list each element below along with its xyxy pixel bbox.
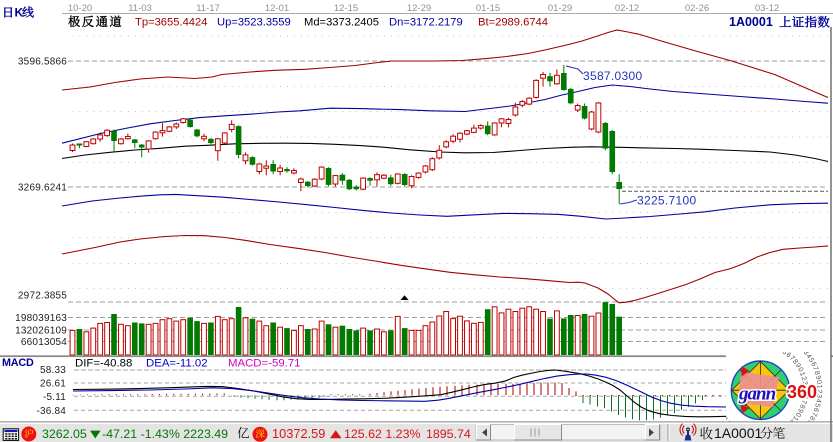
svg-text:125.62 1.23%: 125.62 1.23% [344, 427, 420, 441]
svg-text:Dn=3172.2179: Dn=3172.2179 [389, 17, 463, 29]
svg-text:12-29: 12-29 [407, 3, 431, 14]
svg-text:3596.5866: 3596.5866 [18, 57, 67, 68]
svg-text:3269.6241: 3269.6241 [18, 183, 67, 194]
svg-text:Bt=2989.6744: Bt=2989.6744 [478, 17, 548, 29]
svg-text:132026109: 132026109 [15, 326, 67, 337]
svg-text:1895.74: 1895.74 [426, 427, 471, 441]
svg-text:01-29: 01-29 [548, 3, 572, 14]
svg-text:K: K [15, 6, 24, 20]
svg-text:2972.3855: 2972.3855 [18, 291, 67, 302]
svg-text:10372.59: 10372.59 [272, 426, 325, 441]
svg-text:26.61: 26.61 [40, 379, 66, 390]
svg-text:360: 360 [787, 382, 817, 402]
svg-text:gann: gann [738, 384, 776, 405]
svg-text:360: 360 [787, 382, 817, 402]
svg-text:12-15: 12-15 [334, 3, 358, 14]
svg-text:12-01: 12-01 [265, 3, 289, 14]
svg-text:MACD=-59.71: MACD=-59.71 [228, 358, 301, 370]
svg-text:10-20: 10-20 [68, 3, 92, 14]
svg-text:58.33: 58.33 [40, 365, 66, 376]
svg-text:198039163: 198039163 [15, 313, 67, 324]
svg-text:11-17: 11-17 [196, 3, 220, 14]
svg-text:gann: gann [738, 384, 776, 405]
svg-text:DIF=-40.88: DIF=-40.88 [75, 358, 132, 370]
svg-text:03-12: 03-12 [755, 3, 779, 14]
svg-text:3262.05: 3262.05 [42, 427, 87, 441]
svg-text:1A0001: 1A0001 [714, 425, 762, 441]
svg-text:-5.11: -5.11 [43, 392, 66, 403]
svg-text:66013054: 66013054 [21, 337, 67, 348]
svg-text:11-03: 11-03 [128, 3, 152, 14]
svg-text:01-15: 01-15 [476, 3, 500, 14]
svg-text:DEA=-11.02: DEA=-11.02 [146, 358, 208, 370]
svg-text:Tp=3655.4424: Tp=3655.4424 [135, 17, 207, 29]
svg-text:-36.84: -36.84 [36, 406, 66, 417]
svg-text:02-26: 02-26 [685, 3, 709, 14]
svg-text:MACD: MACD [2, 357, 34, 369]
svg-text:Md=3373.2405: Md=3373.2405 [304, 17, 379, 29]
svg-text:3225.7100: 3225.7100 [637, 194, 696, 208]
svg-text:02-12: 02-12 [615, 3, 639, 14]
svg-text:-47.21 -1.43% 2223.49: -47.21 -1.43% 2223.49 [102, 427, 228, 441]
svg-text:1A0001: 1A0001 [729, 15, 773, 29]
svg-text:3587.0300: 3587.0300 [583, 69, 642, 83]
svg-text:Up=3523.3559: Up=3523.3559 [217, 17, 291, 29]
